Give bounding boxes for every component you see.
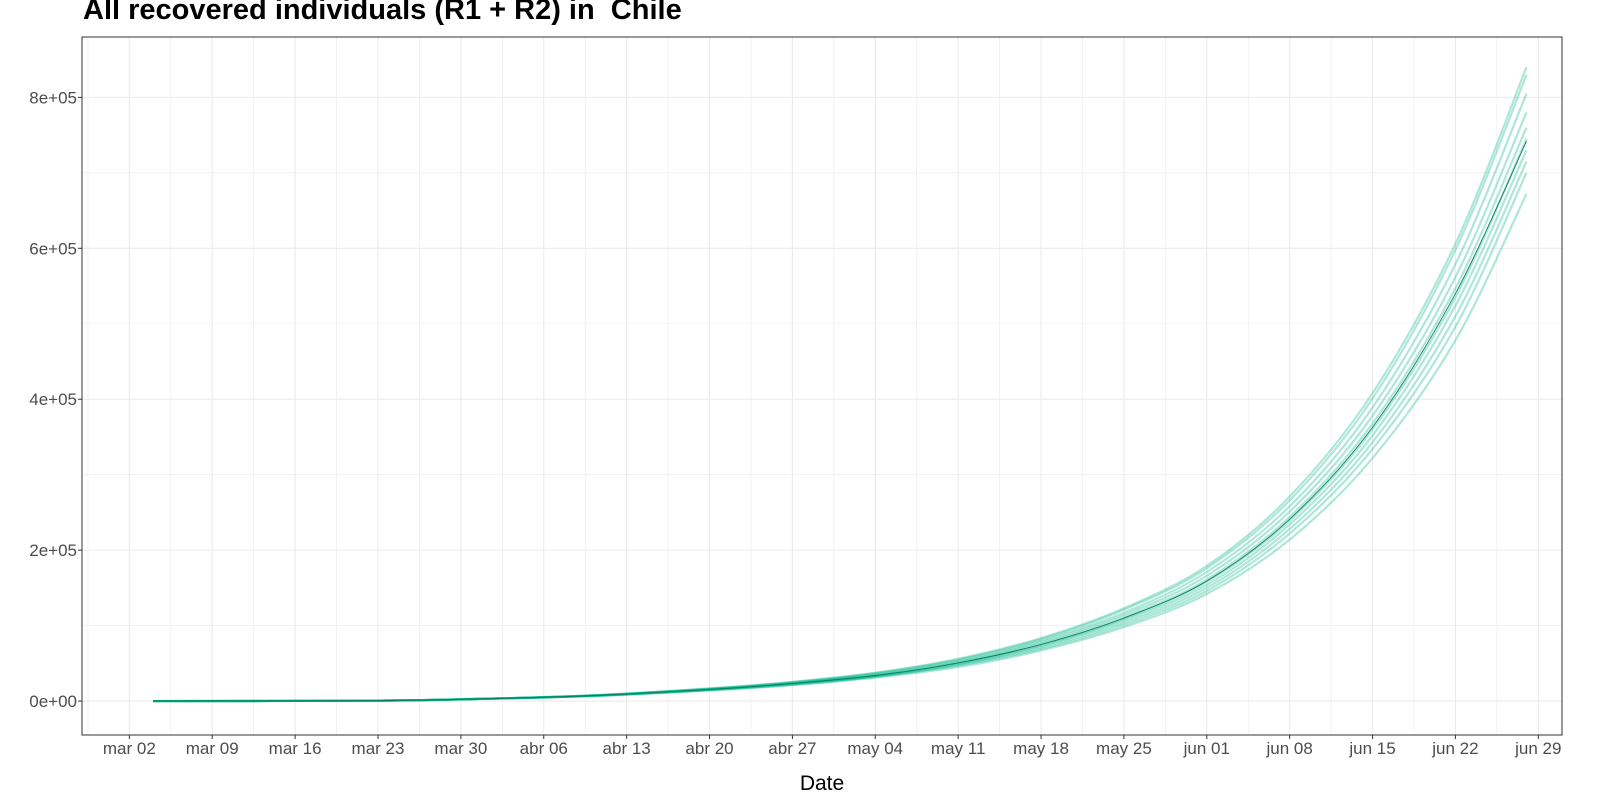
x-tick-label: jun 08 — [1266, 739, 1313, 758]
x-tick-label: mar 16 — [269, 739, 322, 758]
x-tick-label: mar 30 — [434, 739, 487, 758]
x-axis: mar 02 mar 09 mar 16 mar 23 mar 30 abr 06 abr … — [103, 735, 1561, 758]
y-axis: 0e+00 2e+05 4e+05 6e+05 8e+05 — [29, 88, 82, 711]
median-line — [153, 140, 1527, 702]
series-line-8 — [153, 93, 1528, 703]
series-line-3 — [153, 161, 1528, 703]
x-tick-label: may 25 — [1096, 739, 1152, 758]
y-tick-label: 2e+05 — [29, 541, 77, 560]
y-tick-label: 0e+00 — [29, 692, 77, 711]
x-tick-label: mar 23 — [352, 739, 405, 758]
series-line-6 — [153, 127, 1528, 703]
x-tick-label: abr 06 — [520, 739, 568, 758]
x-tick-label: may 18 — [1013, 739, 1069, 758]
x-tick-label: may 04 — [847, 739, 903, 758]
x-tick-label: jun 01 — [1183, 739, 1230, 758]
x-tick-label: abr 13 — [603, 739, 651, 758]
series-line-9 — [153, 74, 1528, 703]
simulation-series — [153, 66, 1528, 703]
x-tick-label: may 11 — [931, 739, 986, 758]
series-line-10 — [153, 66, 1528, 703]
y-tick-label: 6e+05 — [29, 239, 77, 258]
minor-gridlines — [82, 37, 1562, 735]
x-tick-label: abr 27 — [768, 739, 816, 758]
x-tick-label: mar 09 — [186, 739, 239, 758]
series-line-7 — [153, 112, 1528, 703]
panel-border — [81, 36, 1563, 736]
x-tick-label: jun 15 — [1348, 739, 1395, 758]
x-tick-label: jun 29 — [1514, 739, 1561, 758]
chart-title: All recovered individuals (R1 + R2) in C… — [83, 0, 682, 26]
median-series — [153, 140, 1527, 702]
y-tick-label: 4e+05 — [29, 390, 77, 409]
series-line-4 — [153, 149, 1528, 703]
x-axis-title: Date — [800, 772, 844, 795]
series-line-5 — [153, 138, 1528, 703]
series-line-1 — [153, 193, 1528, 703]
y-tick-label: 8e+05 — [29, 88, 77, 107]
series-line-2 — [153, 172, 1528, 703]
x-tick-label: abr 20 — [685, 739, 733, 758]
x-tick-label: mar 02 — [103, 739, 156, 758]
x-tick-label: jun 22 — [1431, 739, 1478, 758]
major-gridlines — [82, 37, 1562, 735]
